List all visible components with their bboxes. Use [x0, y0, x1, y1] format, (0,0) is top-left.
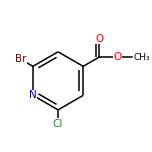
Text: CH₃: CH₃: [133, 53, 150, 62]
Text: Cl: Cl: [53, 119, 63, 129]
Text: Br: Br: [15, 54, 27, 64]
Text: O: O: [95, 33, 103, 43]
Text: O: O: [114, 52, 122, 62]
Text: N: N: [29, 90, 37, 100]
